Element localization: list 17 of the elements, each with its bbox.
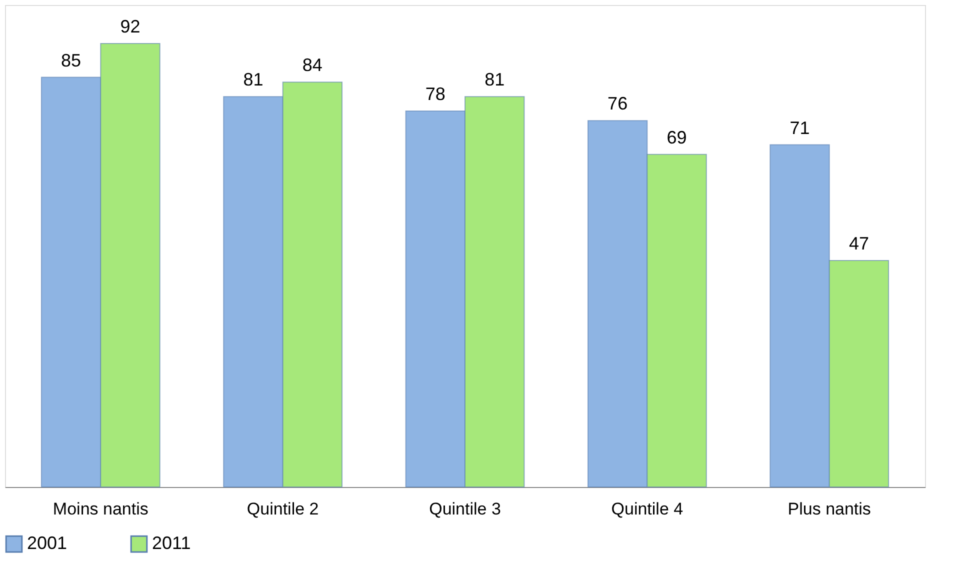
data-label: 69 (666, 127, 687, 148)
data-label: 84 (302, 55, 322, 76)
legend-label: 2001 (27, 533, 68, 554)
data-label: 81 (484, 70, 505, 90)
legend-label: 2011 (152, 533, 191, 554)
data-label: 76 (608, 94, 628, 114)
data-label: 81 (243, 70, 264, 90)
x-tick-label: Plus nantis (788, 500, 871, 518)
data-label: 85 (61, 50, 82, 70)
data-label: 71 (790, 118, 810, 138)
data-label: 47 (848, 233, 869, 254)
x-tick-label: Quintile 3 (429, 500, 501, 518)
data-label: 78 (425, 84, 446, 104)
x-tick-label: Quintile 2 (246, 500, 319, 518)
data-label: 92 (120, 16, 140, 37)
x-tick-label: Quintile 4 (611, 500, 684, 518)
x-tick-label: Moins nantis (52, 500, 148, 518)
